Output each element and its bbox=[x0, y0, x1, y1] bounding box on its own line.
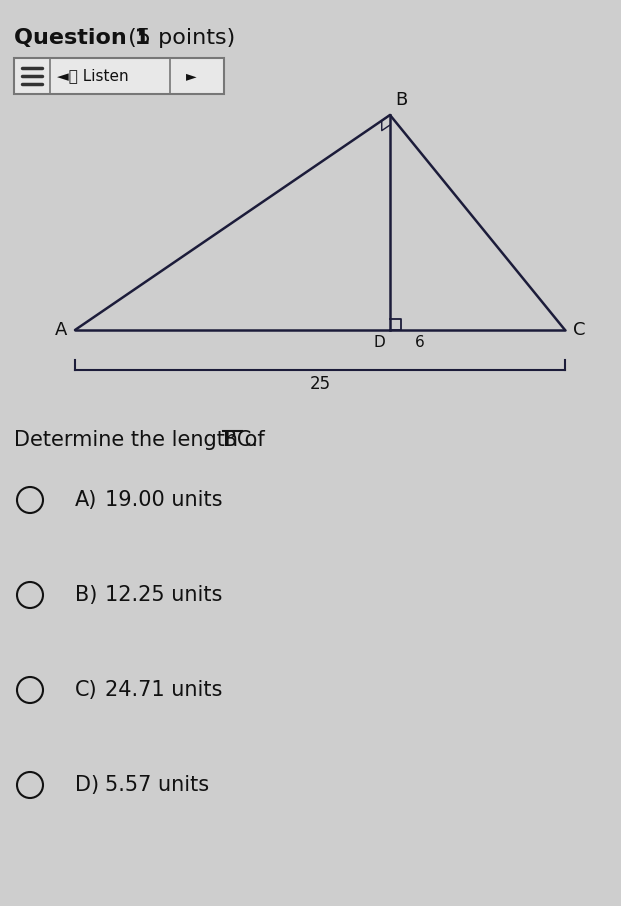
Text: D): D) bbox=[75, 775, 99, 795]
Text: 25: 25 bbox=[309, 375, 330, 393]
Text: 24.71 units: 24.71 units bbox=[105, 680, 222, 700]
Text: ►: ► bbox=[186, 69, 196, 83]
Text: C: C bbox=[573, 321, 586, 339]
Bar bbox=[14, 58, 224, 94]
Text: Question 1: Question 1 bbox=[14, 28, 150, 48]
Text: 12.25 units: 12.25 units bbox=[105, 585, 222, 605]
Text: Determine the length of: Determine the length of bbox=[14, 430, 271, 450]
Text: 19.00 units: 19.00 units bbox=[105, 490, 222, 510]
Text: 5.57 units: 5.57 units bbox=[105, 775, 209, 795]
Text: B): B) bbox=[75, 585, 97, 605]
Text: D: D bbox=[373, 335, 385, 350]
Text: A): A) bbox=[75, 490, 97, 510]
Text: B: B bbox=[395, 91, 407, 109]
Text: ◄⧗ Listen: ◄⧗ Listen bbox=[57, 69, 129, 83]
Text: 6: 6 bbox=[415, 335, 425, 350]
Text: A: A bbox=[55, 321, 67, 339]
Text: (5 points): (5 points) bbox=[121, 28, 235, 48]
Text: BC.: BC. bbox=[223, 430, 258, 450]
Text: C): C) bbox=[75, 680, 97, 700]
